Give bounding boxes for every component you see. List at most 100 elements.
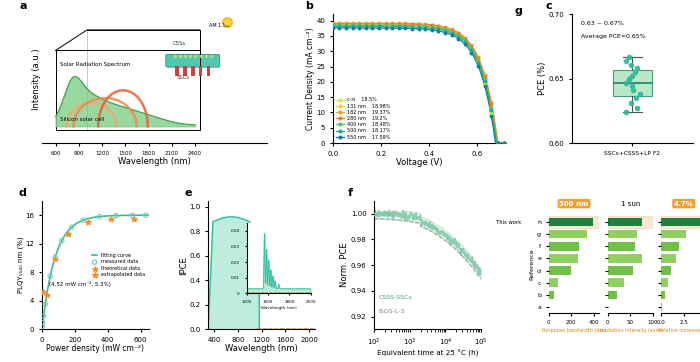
measured data [127,212,138,218]
measured data [66,224,77,230]
Bar [608,216,653,228]
Point [620,109,631,115]
fitting curve [80,218,88,222]
Point [626,84,638,89]
Bar [183,66,187,76]
Point [371,211,382,216]
Text: d: d [18,188,27,198]
fitting curve [105,214,113,218]
Bar [662,242,679,251]
measured data [38,313,49,319]
measured data [111,212,122,218]
measured data [94,214,105,219]
Bar [199,66,202,76]
Text: 500 nm: 500 nm [559,201,589,207]
measured data [56,238,67,244]
Bar [549,278,558,287]
Text: CSSs: CSSs [172,41,186,46]
Point [630,95,641,101]
Text: 0.63 ~ 0.67%: 0.63 ~ 0.67% [582,21,624,26]
Text: f: f [347,188,353,198]
Point [631,66,643,71]
fitting curve [145,213,153,217]
Point [634,91,645,97]
theoretical data [63,231,74,236]
fitting curve [115,213,123,218]
Bar [549,254,578,262]
X-axis label: Wavelength (nm): Wavelength (nm) [118,157,191,166]
Bar [662,230,687,239]
X-axis label: Relative increase (%): Relative increase (%) [658,328,700,333]
Y-axis label: Intensity (a.u.): Intensity (a.u.) [32,48,41,110]
Bar [549,230,587,239]
measured data [45,273,56,279]
Point [386,211,398,217]
Y-axis label: Reference: Reference [529,249,534,280]
Text: g: g [514,7,522,17]
X-axis label: Wavelength (nm): Wavelength (nm) [225,345,298,353]
Point [623,76,634,82]
Text: Average PCE=0.65%: Average PCE=0.65% [582,34,646,39]
Text: 1 sun: 1 sun [621,201,640,207]
Point [620,80,631,85]
Point [382,211,393,217]
Line: fitting curve: fitting curve [42,215,149,329]
Bar [608,291,617,299]
Text: c: c [545,1,552,11]
Text: Silicon solar cell: Silicon solar cell [60,117,104,122]
Bar [662,254,676,262]
Bar [662,266,671,275]
Bar [206,66,211,76]
Bar [608,242,635,251]
Bar [608,254,642,262]
Bar [549,216,599,228]
Bar [191,66,195,76]
Point [631,105,643,111]
Text: AM 1.5G: AM 1.5G [209,23,229,28]
measured data [140,212,151,218]
Text: e: e [185,188,192,198]
measured data [78,217,89,223]
Bar [662,218,700,226]
Bar [175,66,178,76]
Bar [662,278,668,287]
measured data [36,324,48,329]
Bar [549,242,579,251]
Bar [608,218,642,226]
Y-axis label: Norm. PCE: Norm. PCE [340,243,349,287]
Point [379,211,390,217]
Point [374,211,385,216]
PathPatch shape [613,70,652,96]
Bar [608,230,637,239]
X-axis label: Irradiation intensity (suns): Irradiation intensity (suns) [598,328,663,333]
measured data [50,254,61,260]
Y-axis label: IPCE: IPCE [178,256,188,274]
Bar [608,266,633,275]
FancyBboxPatch shape [166,54,220,67]
Point [626,73,638,79]
Text: ISOS-L-3: ISOS-L-3 [379,309,405,314]
extrapolated data [37,289,48,294]
Y-axis label: Current Density (mA cm⁻²): Current Density (mA cm⁻²) [306,28,315,130]
Text: This work: This work [496,220,521,225]
Bar [549,291,554,299]
measured data [37,320,48,325]
Point [384,211,395,217]
Point [620,58,631,64]
Bar [549,218,593,226]
Text: Solar Radiation Spectrum: Solar Radiation Spectrum [60,62,130,67]
Point [376,211,387,217]
Bar [608,278,624,287]
Bar [662,216,700,228]
fitting curve [38,327,46,332]
theoretical data [106,216,117,222]
Text: SSCs: SSCs [177,75,190,80]
Text: CSSS-SSCs: CSSS-SSCs [379,295,412,300]
Legend: fitting curve, measured data, theoretical data, extrapolated data: fitting curve, measured data, theoretica… [91,252,146,278]
X-axis label: Voltage (V): Voltage (V) [396,158,442,167]
Text: (4.52 mW cm⁻², 5.3%): (4.52 mW cm⁻², 5.3%) [50,281,111,287]
Point [626,100,637,106]
X-axis label: Equivalent time at 25 °C (h): Equivalent time at 25 °C (h) [377,350,478,357]
Bar [662,291,665,299]
measured data [40,301,51,307]
